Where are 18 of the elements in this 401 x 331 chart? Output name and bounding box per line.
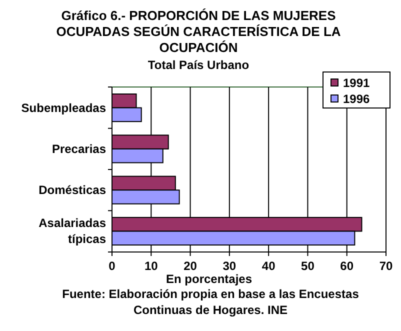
chart-title: Gráfico 6.- PROPORCIÓN DE LAS MUJERES OCUPADAS SEGÚN CARACTERÍSTICA DE LA OCUPACIÓN (56, 8, 342, 55)
legend-label: 1991 (343, 76, 370, 90)
x-axis-title: En porcentajes (166, 272, 252, 286)
x-tick-label: 40 (262, 259, 276, 273)
x-tick-label: 70 (379, 259, 393, 273)
x-tick-label: 20 (184, 259, 198, 273)
legend-label: 1996 (343, 92, 370, 106)
x-tick-label: 0 (108, 259, 116, 273)
x-tick-label: 10 (144, 259, 158, 273)
y-tick-label: Subempleadas (21, 100, 106, 115)
y-tick-label: Domésticas (38, 183, 106, 198)
y-tick-label: Asalariadas típicas (38, 216, 106, 246)
y-tick-label: Precarias (52, 142, 106, 156)
source-note: Fuente: Elaboración propia en base a las Encuestas Continuas de Hogares. INE (62, 287, 360, 317)
x-tick-label: 30 (222, 259, 236, 273)
x-tick-label: 60 (340, 259, 354, 273)
x-tick-label: 50 (301, 259, 315, 273)
chart-subtitle: Total País Urbano (148, 58, 250, 72)
